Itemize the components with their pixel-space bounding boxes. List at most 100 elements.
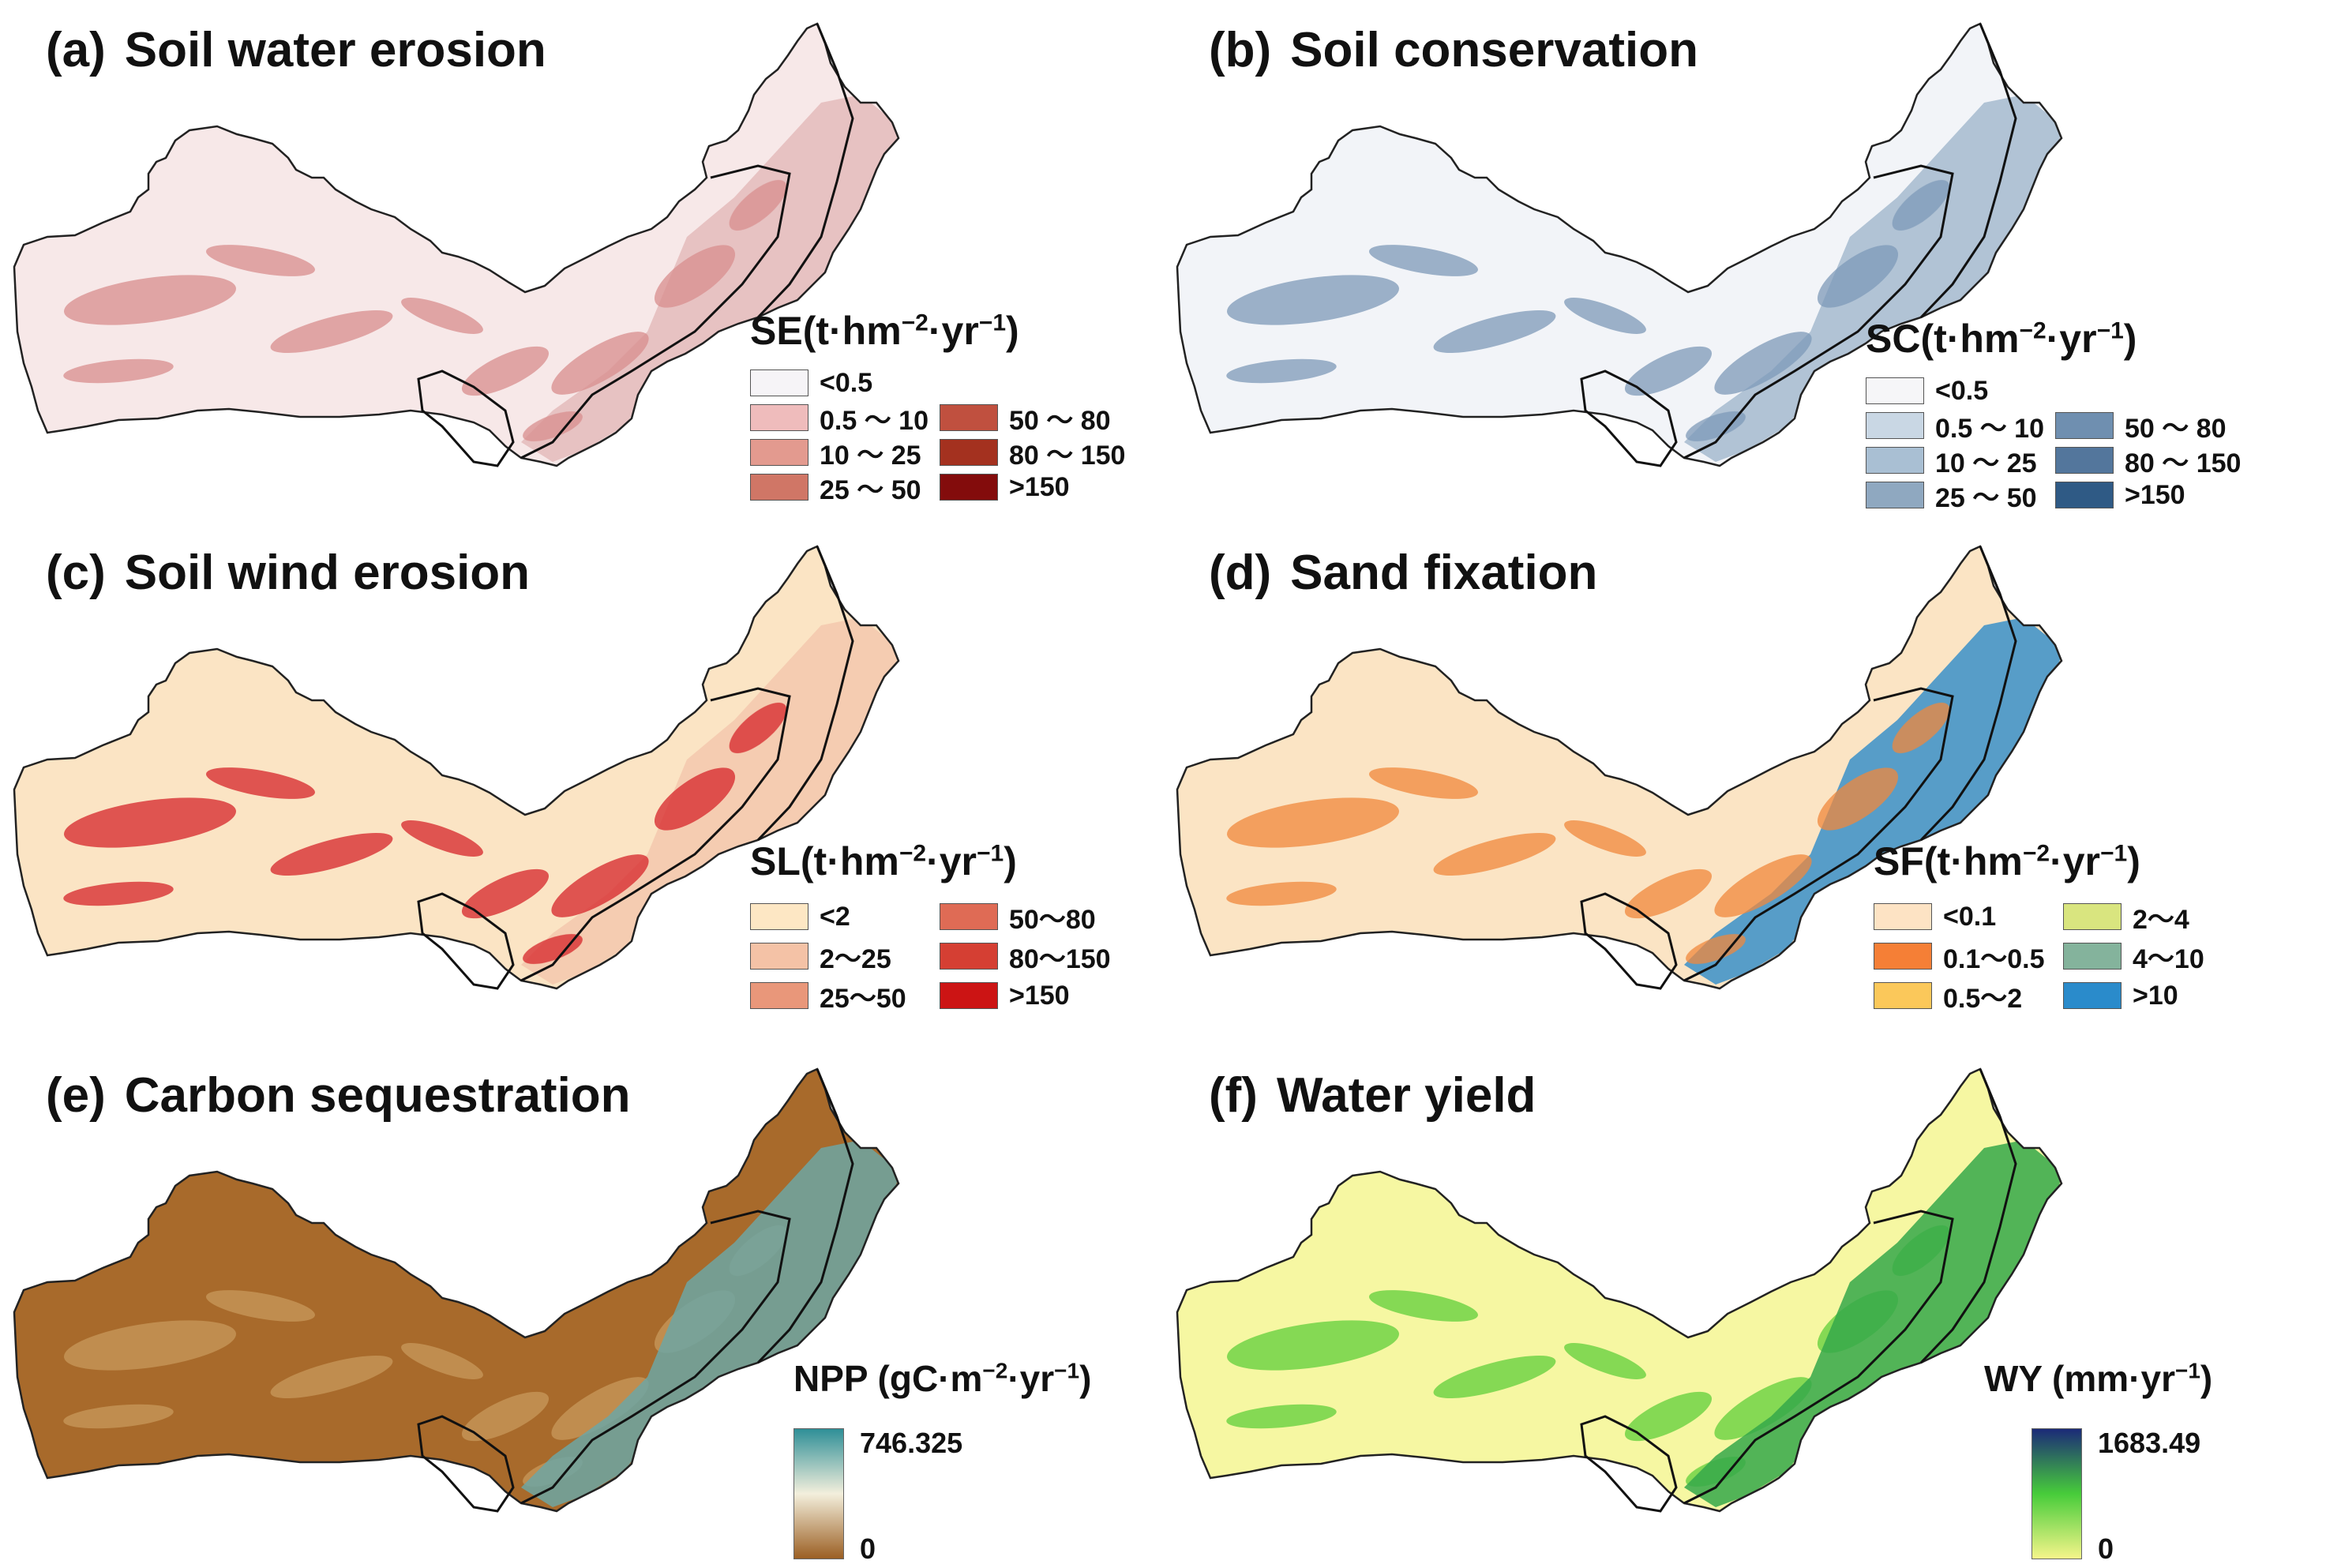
legend-color-ramp [793,1428,844,1559]
legend-item: <0.5 [1866,375,1989,406]
legend-exponent: −1 [2174,1358,2200,1383]
legend-item: 50～80 [940,903,1096,935]
panel-title: (c) Soil wind erosion [46,545,530,601]
legend-label: >150 [2125,479,2185,510]
legend-label: <2 [820,901,850,932]
legend-unit: ) [2200,1358,2213,1399]
legend-item: 2～25 [750,943,891,974]
legend-exponent: −2 [982,1358,1008,1383]
legend-abbr: SE [750,309,803,353]
legend-swatch [1866,377,1924,404]
legend-swatch [750,404,808,431]
legend-unit: ) [1079,1358,1092,1399]
legend-e: NPP (gC·m−2·yr−1) 746.325 0 [793,1357,1163,1568]
legend-exponent: −1 [1054,1358,1080,1383]
legend-title: SF(t·hm−2·yr−1) [1874,838,2140,884]
legend-f: WY (mm·yr−1) 1683.49 0 [1984,1357,2326,1568]
legend-swatch [2063,903,2122,930]
legend-swatch [750,474,808,501]
legend-exponent: −2 [2022,840,2050,867]
legend-label: 80～150 [1009,943,1111,974]
legend-swatch [750,369,808,396]
panel-letter: (d) [1209,546,1272,600]
legend-color-ramp [2031,1428,2082,1559]
legend-max-label: 1683.49 [2098,1427,2201,1459]
legend-item: 25～50 [750,982,906,1014]
legend-item: 0.5 ～ 10 [750,404,929,436]
legend-item: 0.5～2 [1874,982,2022,1014]
legend-exponent: −2 [899,840,927,867]
panel-name: Water yield [1276,1068,1536,1123]
legend-swatch [1866,482,1924,508]
legend-title: SL(t·hm−2·yr−1) [750,838,1017,884]
legend-item: 25 ～ 50 [1866,482,2037,513]
panel-letter: (c) [46,546,106,600]
legend-exponent: −1 [2096,317,2124,344]
legend-item: 80 ～ 150 [940,439,1125,471]
legend-item: 4～10 [2063,943,2204,974]
legend-unit: ·yr [2050,839,2100,883]
panel-title: (e) Carbon sequestration [46,1067,631,1123]
legend-swatch [2063,943,2122,970]
legend-exponent: −1 [2100,840,2128,867]
legend-swatch [2063,982,2122,1009]
legend-unit: ) [1004,839,1017,883]
legend-swatch [940,404,998,431]
legend-label: <0.1 [1943,901,1997,932]
legend-abbr: SC [1866,317,1921,361]
legend-title: SC(t·hm−2·yr−1) [1866,316,2137,362]
legend-item: 10 ～ 25 [750,439,921,471]
legend-swatch [750,943,808,970]
legend-min-label: 0 [2098,1532,2114,1565]
legend-title: SE(t·hm−2·yr−1) [750,308,1019,354]
legend-swatch [1866,447,1924,474]
legend-item: 80～150 [940,943,1111,974]
legend-label: 25 ～ 50 [820,475,921,505]
panel-letter: (a) [46,23,106,77]
legend-label: >150 [1009,980,1070,1011]
legend-swatch [750,982,808,1009]
legend-label: <0.5 [1935,375,1989,406]
legend-swatch [940,943,998,970]
legend-label: 0.1～0.5 [1943,943,2045,974]
panel-d: (d) Sand fixation SF(t·hm−2·yr−1) <0.1 0.1～… [1163,523,2326,1045]
legend-item: 25 ～ 50 [750,474,921,505]
legend-abbr: WY (mm·yr [1984,1358,2175,1399]
legend-swatch [940,982,998,1009]
legend-unit: ·yr [1007,1358,1055,1399]
legend-swatch [1874,903,1932,930]
legend-label: 0.5 ～ 10 [820,405,929,436]
legend-abbr: SF [1874,839,1924,883]
legend-swatch [940,439,998,466]
panel-letter: (f) [1209,1068,1258,1123]
legend-b: SC(t·hm−2·yr−1) <0.5 0.5 ～ 10 10 ～ 25 25 ～ 5… [1866,316,2326,523]
legend-unit: (t·hm [1923,839,2023,883]
legend-label: 4～10 [2133,943,2204,974]
legend-max-label: 746.325 [860,1427,963,1459]
panel-title: (b) Soil conservation [1209,22,1698,78]
panel-name: Carbon sequestration [124,1068,631,1123]
legend-exponent: −1 [978,309,1007,336]
legend-d: SF(t·hm−2·yr−1) <0.1 0.1～0.5 0.5～2 2～4 4～10 >1… [1874,838,2326,1045]
legend-swatch [750,439,808,466]
legend-item: >10 [2063,980,2178,1011]
legend-swatch [940,474,998,501]
legend-item: 10 ～ 25 [1866,447,2037,478]
legend-label: 25 ～ 50 [1935,482,2037,513]
legend-swatch [750,903,808,930]
legend-unit: (t·hm [802,309,902,353]
panel-f: (f) Water yield WY (mm·yr−1) 1683.49 0 [1163,1045,2326,1568]
panel-letter: (b) [1209,23,1272,77]
panel-title: (a) Soil water erosion [46,22,546,78]
legend-item: 50 ～ 80 [2055,412,2227,444]
legend-item: 0.5 ～ 10 [1866,412,2044,444]
legend-a: SE(t·hm−2·yr−1) <0.5 0.5 ～ 10 10 ～ 25 25 ～ 5… [750,308,1163,521]
legend-label: >10 [2133,980,2178,1011]
legend-label: <0.5 [820,367,873,398]
legend-item: 2～4 [2063,903,2189,935]
legend-label: 2～25 [820,943,891,974]
panel-name: Soil water erosion [124,23,546,77]
legend-unit: (t·hm [800,839,899,883]
legend-item: 0.1～0.5 [1874,943,2045,974]
legend-item: >150 [940,472,1070,502]
